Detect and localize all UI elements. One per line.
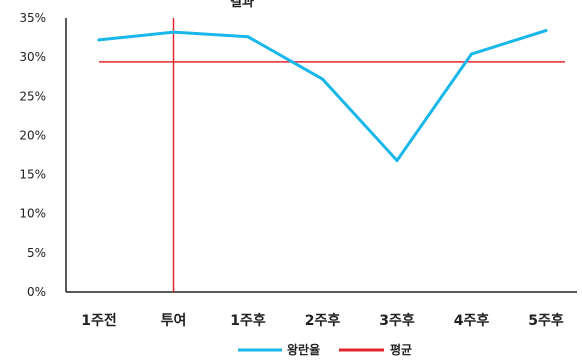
y-tick-label: 15% [19, 168, 46, 182]
legend-label-series: 왕란율 [287, 342, 320, 357]
y-tick-label: 5% [27, 246, 46, 260]
legend-label-average: 평균 [390, 343, 412, 357]
x-tick-label: 투여 [161, 312, 187, 329]
series-line [97, 29, 548, 162]
x-tick-label: 5주후 [528, 313, 564, 329]
data-point [97, 38, 101, 42]
data-point [321, 77, 324, 81]
y-tick-label: 20% [19, 128, 46, 142]
data-point [544, 29, 548, 33]
data-point [395, 158, 399, 162]
y-tick-label: 35% [19, 11, 46, 25]
data-point [470, 52, 473, 56]
legend: 왕란율 평균 [238, 342, 412, 357]
y-tick-label: 30% [19, 50, 46, 64]
y-tick-label: 10% [19, 207, 46, 221]
x-tick-label: 3주후 [379, 313, 415, 329]
y-tick-label: 25% [19, 89, 46, 103]
x-tick-label: 2주후 [305, 313, 341, 329]
y-tick-label: 0% [27, 285, 46, 299]
chart-title: 결과 [230, 0, 254, 10]
x-axis-ticks: 1주전 투여 1주후 2주후 3주후 4주후 5주후 [81, 312, 564, 329]
plot-area [65, 18, 577, 293]
data-point [172, 30, 175, 34]
x-tick-label: 1주후 [230, 313, 266, 329]
y-axis-ticks: 0% 5% 10% 15% 20% 25% 30% 35% [19, 11, 46, 299]
x-tick-label: 1주전 [81, 312, 117, 329]
x-tick-label: 4주후 [454, 313, 490, 329]
data-point [246, 35, 250, 39]
